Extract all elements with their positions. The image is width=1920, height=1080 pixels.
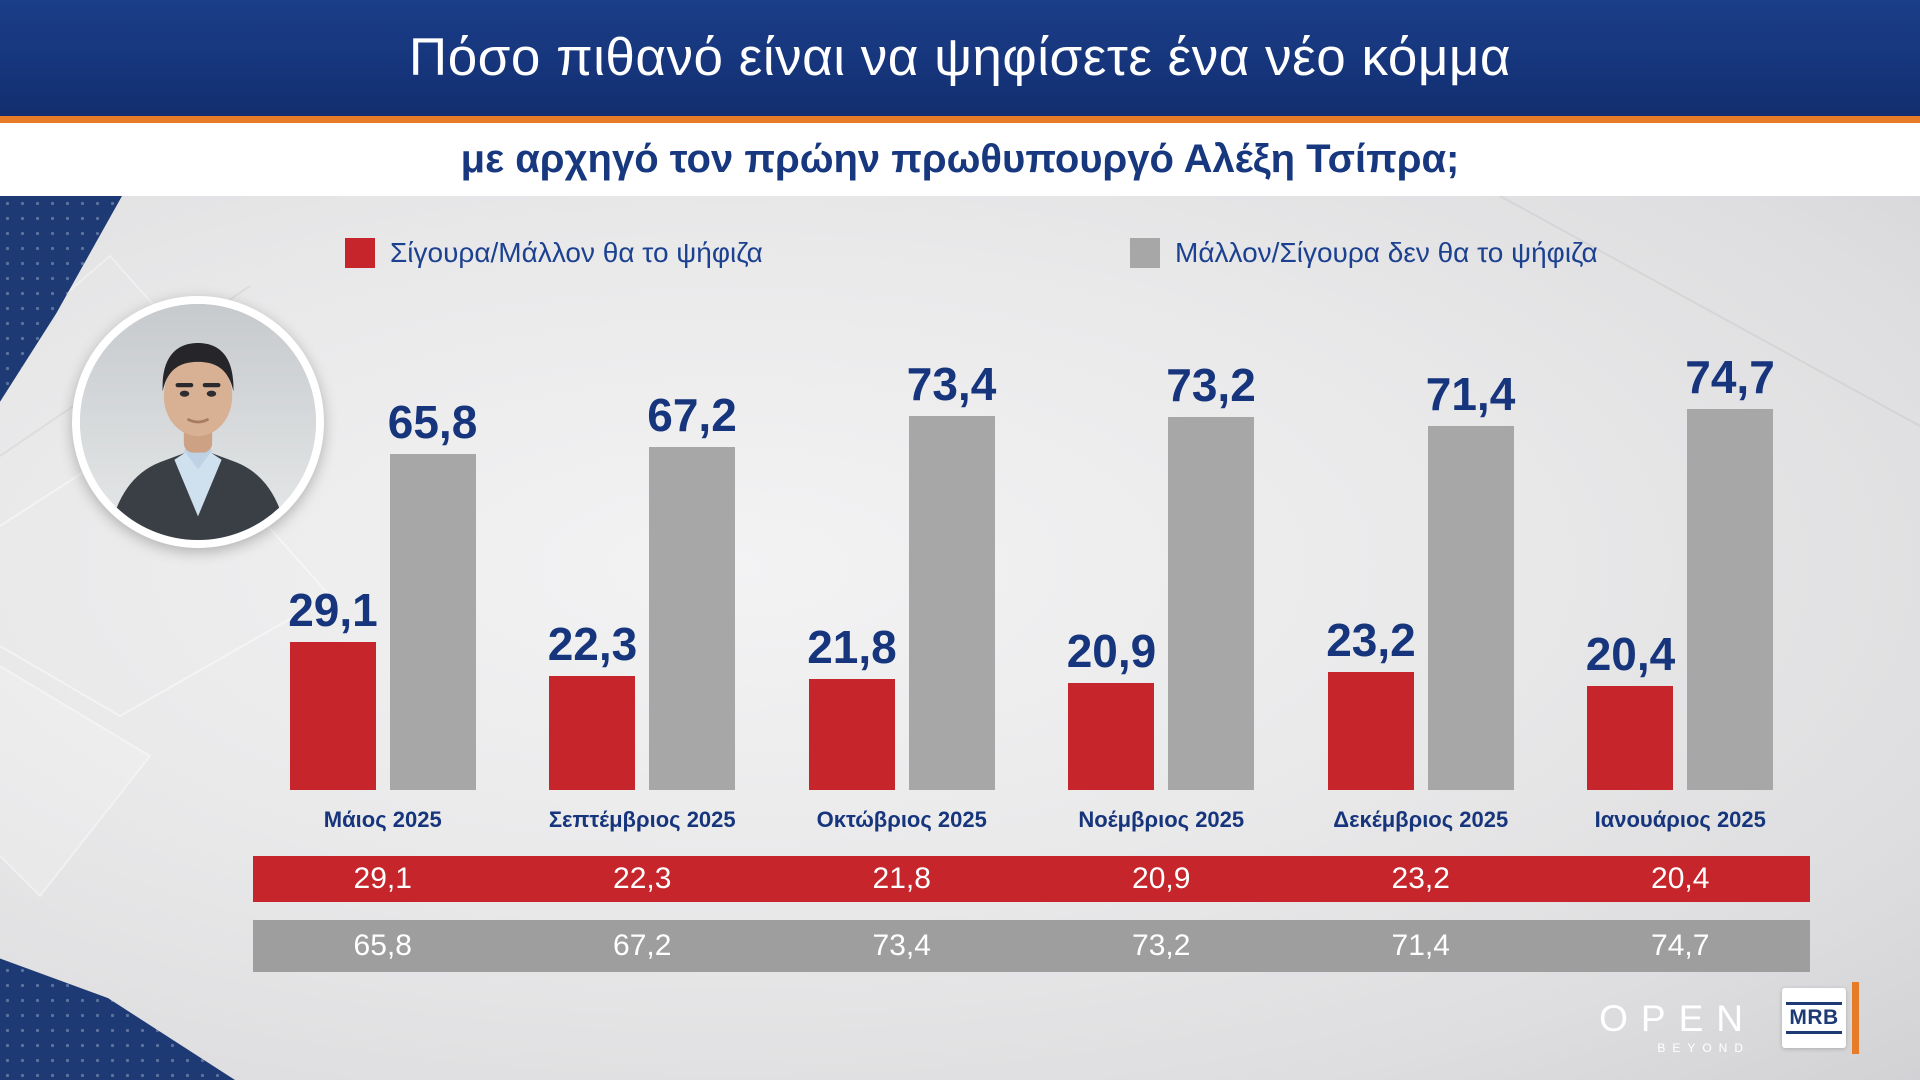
bar-value-label: 67,2 — [647, 389, 737, 442]
category-label: Δεκέμβριος 2025 — [1333, 807, 1509, 832]
bar-group: 20,9 73,2 — [1032, 316, 1292, 790]
bar-column-no: 71,4 — [1425, 367, 1516, 790]
table-value: 20,9 — [1132, 862, 1191, 895]
table-value: 73,2 — [1132, 929, 1191, 962]
open-logo-text: OPEN — [1599, 998, 1756, 1039]
table-value: 23,2 — [1391, 862, 1450, 895]
bar-column-no: 74,7 — [1685, 354, 1775, 790]
legend-label-no: Μάλλον/Σίγουρα δεν θα το ψήφιζα — [1175, 237, 1598, 268]
bar-no — [1687, 409, 1774, 790]
bar-column-no: 73,4 — [906, 357, 997, 790]
bar-group: 21,8 73,4 — [772, 316, 1032, 790]
bar-column-yes: 23,2 — [1326, 617, 1416, 790]
legend-swatch-gray — [1130, 238, 1160, 268]
politician-portrait — [72, 296, 324, 548]
bar-yes — [808, 678, 895, 790]
bar-group: 20,4 74,7 — [1551, 316, 1811, 790]
bar-value-label: 71,4 — [1425, 367, 1516, 420]
bar-yes — [549, 676, 636, 790]
bar-yes — [1587, 685, 1674, 790]
bar-value-label: 23,2 — [1326, 613, 1416, 666]
table-value: 74,7 — [1651, 929, 1710, 962]
bar-yes — [1068, 683, 1155, 790]
bar-group: 29,1 65,8 — [253, 316, 513, 790]
legend-label-yes: Σίγουρα/Μάλλον θα το ψήφιζα — [390, 237, 763, 268]
bar-no — [908, 415, 995, 790]
bar-no — [1427, 425, 1514, 790]
table-value: 71,4 — [1391, 929, 1450, 962]
mrb-logo-text: MRB — [1786, 1002, 1842, 1034]
bar-column-no: 73,2 — [1166, 362, 1256, 790]
bar-group: 22,3 67,2 — [513, 316, 773, 790]
table-value: 65,8 — [353, 929, 412, 962]
bar-group: 23,2 71,4 — [1291, 316, 1551, 790]
bar-value-label: 22,3 — [547, 618, 638, 671]
bar-value-label: 20,4 — [1585, 627, 1676, 680]
category-label: Σεπτέμβριος 2025 — [548, 807, 736, 832]
bar-column-yes: 20,9 — [1066, 625, 1157, 790]
page-subtitle: με αρχηγό τον πρώην πρωθυπουργό Αλέξη Τσ… — [460, 137, 1460, 181]
summary-row-yes: 29,1 22,3 21,8 20,9 23,2 20,4 — [253, 856, 1810, 902]
bar-value-label: 73,2 — [1166, 358, 1256, 411]
bar-yes — [289, 641, 376, 790]
orange-accent-bar — [1852, 982, 1859, 1054]
table-value: 22,3 — [613, 862, 672, 895]
legend-item-no: Μάλλον/Σίγουρα δεν θα το ψήφιζα — [1130, 238, 1598, 268]
portrait-illustration — [80, 304, 316, 540]
bar-value-label: 65,8 — [387, 396, 478, 449]
category-label: Οκτώβριος 2025 — [816, 807, 987, 832]
bar-value-label: 29,1 — [288, 583, 378, 636]
open-logo-subtext: BEYOND — [1657, 1041, 1750, 1055]
bar-column-yes: 20,4 — [1585, 627, 1676, 790]
bar-no — [649, 447, 736, 790]
summary-row-no: 65,8 67,2 73,4 73,2 71,4 74,7 — [253, 920, 1810, 972]
category-label: Ιανουάριος 2025 — [1594, 807, 1766, 832]
mrb-polling-logo: MRB — [1782, 988, 1846, 1048]
category-label: Νοέμβριος 2025 — [1078, 807, 1245, 832]
title-banner: Πόσο πιθανό είναι να ψηφίσετε ένα νέο κό… — [0, 0, 1920, 116]
table-value: 67,2 — [613, 929, 672, 962]
bar-value-label: 74,7 — [1685, 351, 1775, 404]
bar-no — [1168, 416, 1255, 790]
bar-column-yes: 29,1 — [288, 587, 378, 790]
category-axis: Μάιος 2025 Σεπτέμβριος 2025 Οκτώβριος 2025… — [253, 798, 1810, 842]
bar-value-label: 20,9 — [1066, 625, 1157, 678]
bar-value-label: 21,8 — [807, 620, 897, 673]
bar-no — [389, 454, 476, 790]
bar-column-no: 67,2 — [647, 392, 737, 790]
category-label: Μάιος 2025 — [323, 807, 442, 832]
subtitle-band: με αρχηγό τον πρώην πρωθυπουργό Αλέξη Τσ… — [0, 123, 1920, 196]
bar-column-yes: 21,8 — [807, 624, 897, 790]
bar-column-no: 65,8 — [387, 396, 478, 790]
open-channel-logo: OPEN BEYOND — [1566, 1000, 1756, 1055]
legend-swatch-red — [345, 238, 375, 268]
bar-column-yes: 22,3 — [547, 618, 638, 790]
legend-item-yes: Σίγουρα/Μάλλον θα το ψήφιζα — [345, 238, 763, 268]
table-value: 29,1 — [353, 862, 412, 895]
table-value: 20,4 — [1651, 862, 1710, 895]
table-value: 73,4 — [872, 929, 931, 962]
bar-chart: 29,1 65,8 22,3 67,2 21,8 73,4 20,9 73,2 23,2 71,4… — [253, 316, 1810, 790]
orange-divider — [0, 116, 1920, 123]
bar-yes — [1327, 671, 1414, 790]
table-value: 21,8 — [872, 862, 931, 895]
bar-value-label: 73,4 — [906, 357, 997, 410]
page-title: Πόσο πιθανό είναι να ψηφίσετε ένα νέο κό… — [408, 28, 1512, 87]
